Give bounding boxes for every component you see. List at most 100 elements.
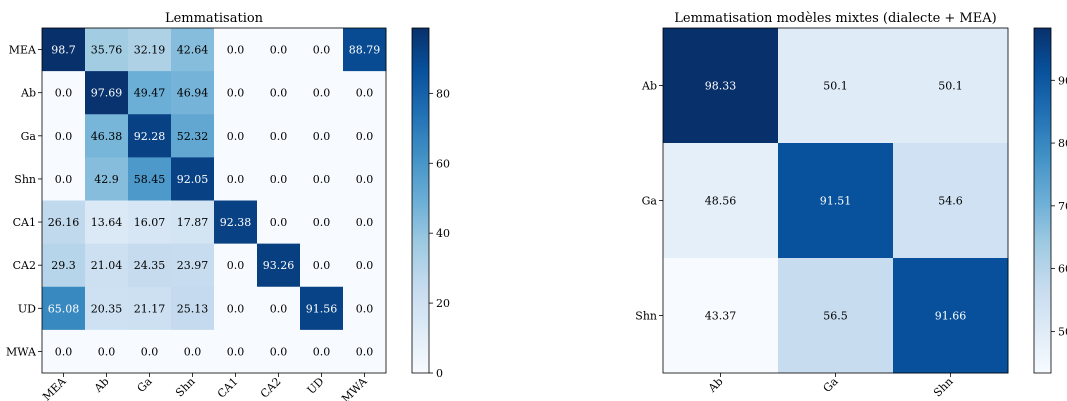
heatmap-cell bbox=[300, 114, 344, 158]
heatmap-cell bbox=[343, 329, 387, 374]
cell-value-label: 91.56 bbox=[306, 302, 338, 315]
heatmap-cell bbox=[171, 200, 215, 245]
x-tick-label: UD bbox=[305, 375, 327, 397]
cell-value-label: 92.05 bbox=[177, 173, 209, 186]
cell-value-label: 50.1 bbox=[938, 80, 963, 93]
cell-value-label: 0.0 bbox=[227, 345, 245, 358]
colorbar bbox=[411, 27, 430, 374]
heatmap-cell bbox=[128, 71, 172, 115]
cell-value-label: 0.0 bbox=[270, 345, 288, 358]
y-tick-label: CA2 bbox=[13, 259, 36, 272]
heatmap-cell bbox=[171, 243, 215, 288]
heatmap-cell bbox=[343, 286, 387, 331]
cell-value-label: 21.04 bbox=[91, 259, 123, 272]
cell-value-label: 0.0 bbox=[55, 345, 73, 358]
heatmap-cell bbox=[257, 243, 301, 288]
heatmap-cell bbox=[893, 28, 1009, 144]
cell-value-label: 0.0 bbox=[227, 44, 245, 57]
heatmap-cell bbox=[778, 258, 894, 374]
x-tick-label: Shn bbox=[931, 375, 956, 400]
cell-value-label: 0.0 bbox=[270, 130, 288, 143]
heatmap-cell bbox=[42, 329, 86, 374]
cell-value-label: 0.0 bbox=[55, 173, 73, 186]
chart-title: Lemmatisation bbox=[165, 11, 264, 26]
colorbar-tick-label: 80 bbox=[436, 87, 450, 100]
colorbar-tick-label: 0 bbox=[436, 367, 443, 380]
cell-value-label: 35.76 bbox=[91, 44, 123, 57]
heatmap-cell bbox=[343, 28, 387, 72]
x-tick-label: MWA bbox=[339, 374, 370, 401]
heatmap-cell bbox=[128, 157, 172, 201]
cell-value-label: 65.08 bbox=[48, 302, 80, 315]
heatmap-cell bbox=[214, 200, 258, 245]
cell-value-label: 91.66 bbox=[935, 310, 967, 323]
y-tick-label: Shn bbox=[635, 310, 657, 323]
heatmap-cell bbox=[128, 28, 172, 72]
heatmap-cell bbox=[893, 258, 1009, 374]
cell-value-label: 0.0 bbox=[141, 345, 159, 358]
cell-value-label: 0.0 bbox=[356, 259, 374, 272]
cell-value-label: 54.6 bbox=[938, 195, 963, 208]
heatmap-cell bbox=[85, 28, 129, 72]
cell-value-label: 24.35 bbox=[134, 259, 166, 272]
heatmap-cell bbox=[214, 243, 258, 288]
heatmap-cell bbox=[42, 286, 86, 331]
cell-value-label: 0.0 bbox=[227, 130, 245, 143]
y-tick-label: Ab bbox=[641, 80, 657, 93]
cell-value-label: 48.56 bbox=[705, 195, 737, 208]
cell-value-label: 0.0 bbox=[98, 345, 116, 358]
heatmap-cell bbox=[85, 114, 129, 158]
heatmap-cell bbox=[343, 71, 387, 115]
cell-value-label: 0.0 bbox=[270, 302, 288, 315]
heatmap-cell bbox=[663, 28, 779, 144]
cell-value-label: 26.16 bbox=[48, 216, 80, 229]
y-tick-label: Ga bbox=[642, 195, 658, 208]
y-tick-label: MEA bbox=[9, 44, 37, 57]
heatmap-cell bbox=[257, 286, 301, 331]
heatmap-cell bbox=[257, 200, 301, 245]
cell-value-label: 0.0 bbox=[227, 87, 245, 100]
cell-value-label: 97.69 bbox=[91, 87, 123, 100]
heatmap-cell bbox=[128, 200, 172, 245]
cell-value-label: 0.0 bbox=[270, 87, 288, 100]
heatmap-cell bbox=[257, 28, 301, 72]
heatmap-cell bbox=[85, 329, 129, 374]
x-tick-label: Ga bbox=[821, 375, 841, 395]
cell-value-label: 0.0 bbox=[313, 345, 331, 358]
cell-value-label: 0.0 bbox=[270, 44, 288, 57]
heatmap-cell bbox=[85, 157, 129, 201]
cell-value-label: 58.45 bbox=[134, 173, 166, 186]
heatmap-cell bbox=[257, 114, 301, 158]
cell-value-label: 0.0 bbox=[313, 87, 331, 100]
cell-value-label: 21.17 bbox=[134, 302, 166, 315]
cell-value-label: 92.28 bbox=[134, 130, 166, 143]
y-tick-label: UD bbox=[18, 302, 36, 315]
y-tick-label: Ga bbox=[21, 130, 37, 143]
cell-value-label: 46.38 bbox=[91, 130, 123, 143]
heatmap-cell bbox=[893, 143, 1009, 259]
y-tick-label: Shn bbox=[14, 173, 36, 186]
heatmap-cell bbox=[257, 157, 301, 201]
heatmap-cell bbox=[42, 157, 86, 201]
heatmap-cell bbox=[300, 200, 344, 245]
heatmap-cell bbox=[214, 157, 258, 201]
heatmap-cell bbox=[300, 329, 344, 374]
colorbar-tick-label: 60 bbox=[1058, 263, 1067, 276]
heatmap-cell bbox=[343, 157, 387, 201]
x-tick-label: Ga bbox=[135, 375, 155, 395]
heatmap-cell bbox=[300, 71, 344, 115]
cell-value-label: 0.0 bbox=[356, 216, 374, 229]
heatmap-cell bbox=[214, 329, 258, 374]
cell-value-label: 16.07 bbox=[134, 216, 166, 229]
heatmap-cell bbox=[343, 114, 387, 158]
heatmap-cell bbox=[663, 143, 779, 259]
heatmap-cell bbox=[343, 200, 387, 245]
cell-value-label: 93.26 bbox=[263, 259, 295, 272]
cell-value-label: 43.37 bbox=[705, 310, 737, 323]
cell-value-label: 0.0 bbox=[313, 173, 331, 186]
colorbar-tick-label: 60 bbox=[436, 157, 450, 170]
heatmap-cell bbox=[257, 71, 301, 115]
heatmap-cell bbox=[85, 243, 129, 288]
heatmap-cell bbox=[214, 114, 258, 158]
x-tick-label: Ab bbox=[705, 375, 726, 396]
